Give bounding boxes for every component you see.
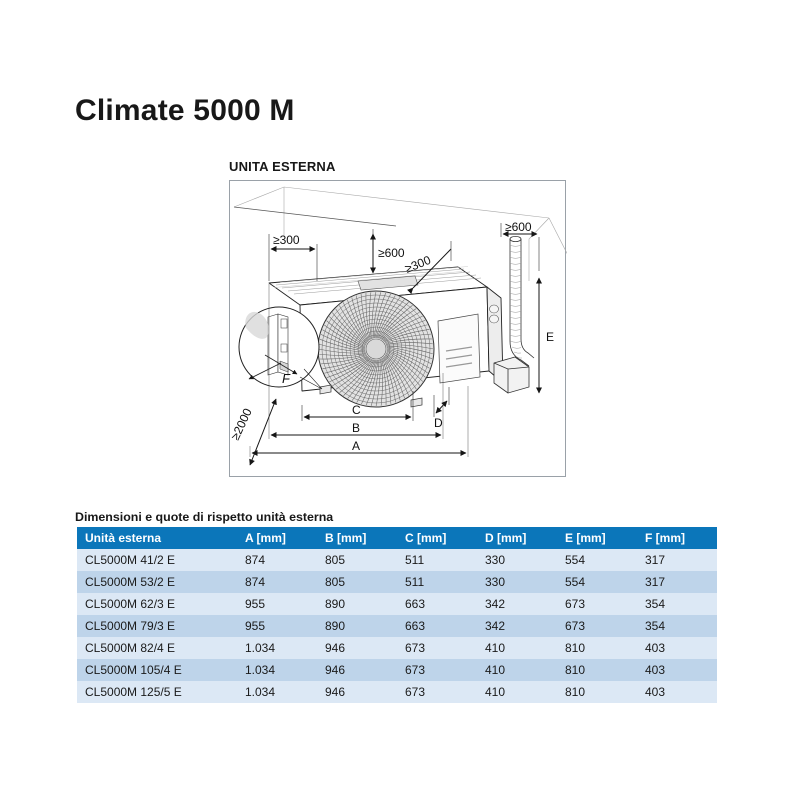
svg-text:F: F [282, 371, 291, 386]
svg-text:≥600: ≥600 [378, 246, 405, 260]
svg-text:≥600: ≥600 [505, 220, 532, 234]
svg-text:D: D [434, 416, 443, 430]
svg-text:A: A [352, 439, 360, 453]
svg-text:≥300: ≥300 [273, 233, 300, 247]
svg-text:E: E [546, 330, 554, 344]
svg-text:C: C [352, 403, 361, 417]
svg-text:≥2000: ≥2000 [230, 406, 255, 442]
svg-text:B: B [352, 421, 360, 435]
